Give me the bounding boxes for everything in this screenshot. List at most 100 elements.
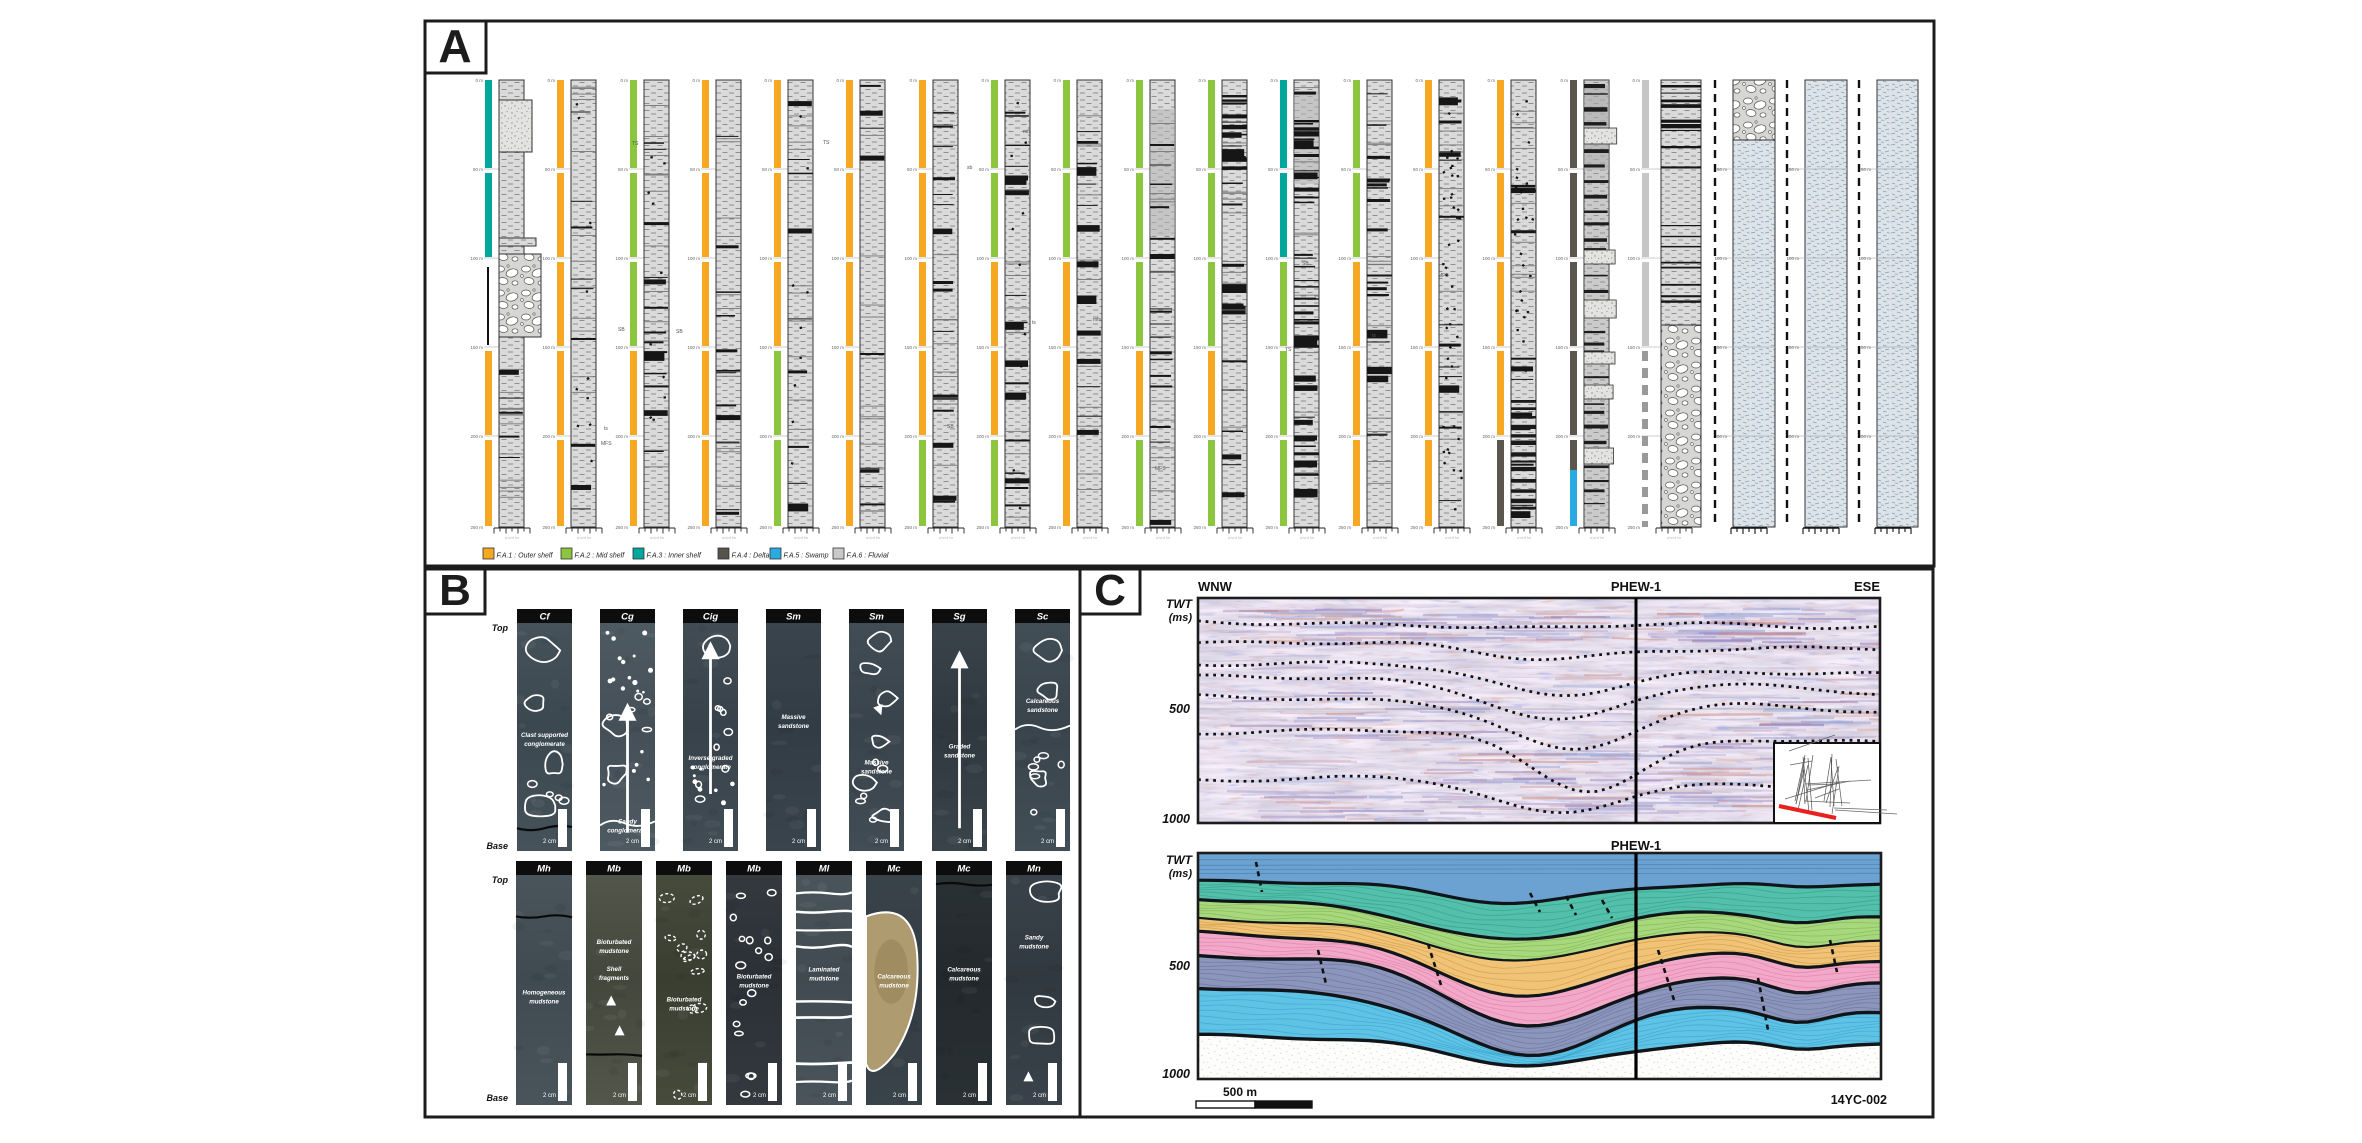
svg-text:250 m: 250 m [1265, 525, 1278, 530]
svg-text:200 m: 200 m [1193, 434, 1206, 439]
svg-text:Sandy: Sandy [618, 819, 637, 826]
svg-text:150 m: 150 m [759, 345, 772, 350]
svg-text:150 m: 150 m [904, 345, 917, 350]
svg-text:sandstone: sandstone [861, 768, 893, 775]
svg-text:100 m: 100 m [1121, 256, 1134, 261]
svg-text:(ms): (ms) [1169, 868, 1193, 880]
svg-text:150 m: 150 m [1858, 345, 1871, 350]
svg-text:F.A.1 : Outer shelf: F.A.1 : Outer shelf [497, 553, 554, 560]
svg-text:C: C [1094, 566, 1126, 615]
svg-text:200 m: 200 m [542, 434, 555, 439]
svg-text:250 m: 250 m [1121, 525, 1134, 530]
svg-text:ts: ts [1372, 333, 1376, 339]
svg-text:B: B [439, 566, 471, 615]
svg-text:Mb: Mb [607, 864, 621, 875]
svg-text:200 m: 200 m [1121, 434, 1134, 439]
svg-text:150 m: 150 m [615, 345, 628, 350]
svg-text:100 m: 100 m [470, 256, 483, 261]
svg-text:cl si vf f m: cl si vf f m [505, 536, 520, 540]
svg-text:mudstone: mudstone [739, 983, 769, 990]
svg-text:0 m: 0 m [547, 78, 555, 83]
svg-text:cl si vf f m: cl si vf f m [722, 536, 737, 540]
svg-text:500: 500 [1169, 702, 1190, 716]
svg-text:Top: Top [492, 623, 509, 633]
svg-text:100 m: 100 m [1338, 256, 1351, 261]
svg-text:250 m: 250 m [615, 525, 628, 530]
svg-text:SB: SB [1302, 261, 1309, 267]
svg-text:F.A.2 : Mid shelf: F.A.2 : Mid shelf [575, 553, 626, 560]
svg-text:SB: SB [618, 327, 625, 333]
svg-text:200 m: 200 m [759, 434, 772, 439]
svg-text:0 m: 0 m [475, 78, 483, 83]
svg-text:0 m: 0 m [1198, 78, 1206, 83]
svg-text:cl si vf f m: cl si vf f m [1590, 536, 1605, 540]
svg-text:50 m: 50 m [1413, 167, 1423, 172]
svg-text:2 cm: 2 cm [683, 1093, 696, 1099]
svg-text:0 m: 0 m [909, 78, 917, 83]
svg-text:100 m: 100 m [1193, 256, 1206, 261]
svg-text:0 m: 0 m [981, 78, 989, 83]
svg-text:MFS: MFS [601, 441, 612, 447]
svg-text:F.A.3 : Inner shelf: F.A.3 : Inner shelf [647, 553, 702, 560]
svg-text:50 m: 50 m [1485, 167, 1495, 172]
svg-text:0 m: 0 m [764, 78, 772, 83]
svg-text:150 m: 150 m [1714, 345, 1727, 350]
svg-text:100 m: 100 m [615, 256, 628, 261]
svg-text:cl si vf f m: cl si vf f m [1373, 536, 1388, 540]
svg-text:Sandy: Sandy [1025, 934, 1044, 941]
svg-text:F.A.5 : Swamp: F.A.5 : Swamp [784, 553, 829, 560]
svg-text:SB: SB [947, 424, 954, 430]
svg-text:sandstone: sandstone [944, 752, 976, 759]
svg-text:200 m: 200 m [1338, 434, 1351, 439]
svg-text:200 m: 200 m [1265, 434, 1278, 439]
svg-text:TS: TS [1285, 347, 1292, 353]
svg-text:2 cm: 2 cm [1033, 1093, 1046, 1099]
svg-text:200 m: 200 m [831, 434, 844, 439]
svg-text:2 cm: 2 cm [753, 1093, 766, 1099]
svg-text:200 m: 200 m [1555, 434, 1568, 439]
svg-text:200 m: 200 m [1858, 434, 1871, 439]
svg-text:200 m: 200 m [615, 434, 628, 439]
svg-text:250 m: 250 m [1048, 525, 1061, 530]
svg-text:2 cm: 2 cm [792, 839, 805, 845]
svg-text:50 m: 50 m [1124, 167, 1134, 172]
svg-text:0 m: 0 m [1126, 78, 1134, 83]
svg-text:100 m: 100 m [1627, 256, 1640, 261]
svg-text:Cig: Cig [703, 612, 719, 623]
svg-text:500 m: 500 m [1223, 1085, 1257, 1099]
svg-text:fragments: fragments [599, 975, 629, 982]
svg-text:Sc: Sc [1037, 612, 1049, 623]
svg-text:Cg: Cg [621, 612, 634, 623]
svg-text:2 cm: 2 cm [958, 839, 971, 845]
svg-text:50 m: 50 m [762, 167, 772, 172]
svg-text:250 m: 250 m [1338, 525, 1351, 530]
svg-text:250 m: 250 m [542, 525, 555, 530]
svg-text:150 m: 150 m [1410, 345, 1423, 350]
svg-text:cl si vf f m: cl si vf f m [1011, 536, 1026, 540]
svg-text:F.A.6 : Fluvial: F.A.6 : Fluvial [847, 553, 889, 560]
svg-text:50 m: 50 m [1558, 167, 1568, 172]
svg-text:250 m: 250 m [1627, 525, 1640, 530]
svg-text:50 m: 50 m [1861, 167, 1871, 172]
svg-text:Bioturbated: Bioturbated [667, 997, 702, 1004]
svg-text:sandstone: sandstone [1027, 707, 1059, 714]
svg-text:500: 500 [1169, 959, 1190, 973]
svg-text:cl si vf f m: cl si vf f m [794, 536, 809, 540]
svg-text:Sg: Sg [953, 612, 965, 623]
svg-text:cl si vf f m: cl si vf f m [866, 536, 881, 540]
svg-text:50 m: 50 m [618, 167, 628, 172]
svg-text:250 m: 250 m [1482, 525, 1495, 530]
svg-text:Mc: Mc [887, 864, 901, 875]
svg-text:150 m: 150 m [1482, 345, 1495, 350]
svg-text:100 m: 100 m [1858, 256, 1871, 261]
svg-text:200 m: 200 m [1714, 434, 1727, 439]
svg-text:conglomerate: conglomerate [524, 741, 565, 748]
svg-text:sb: sb [967, 165, 973, 171]
svg-text:sandstone: sandstone [778, 723, 810, 730]
svg-text:100 m: 100 m [759, 256, 772, 261]
svg-text:mudstone: mudstone [879, 983, 909, 990]
svg-text:cl si vf f m: cl si vf f m [1228, 536, 1243, 540]
svg-text:250 m: 250 m [1193, 525, 1206, 530]
svg-text:0 m: 0 m [1487, 78, 1495, 83]
svg-text:100 m: 100 m [1265, 256, 1278, 261]
